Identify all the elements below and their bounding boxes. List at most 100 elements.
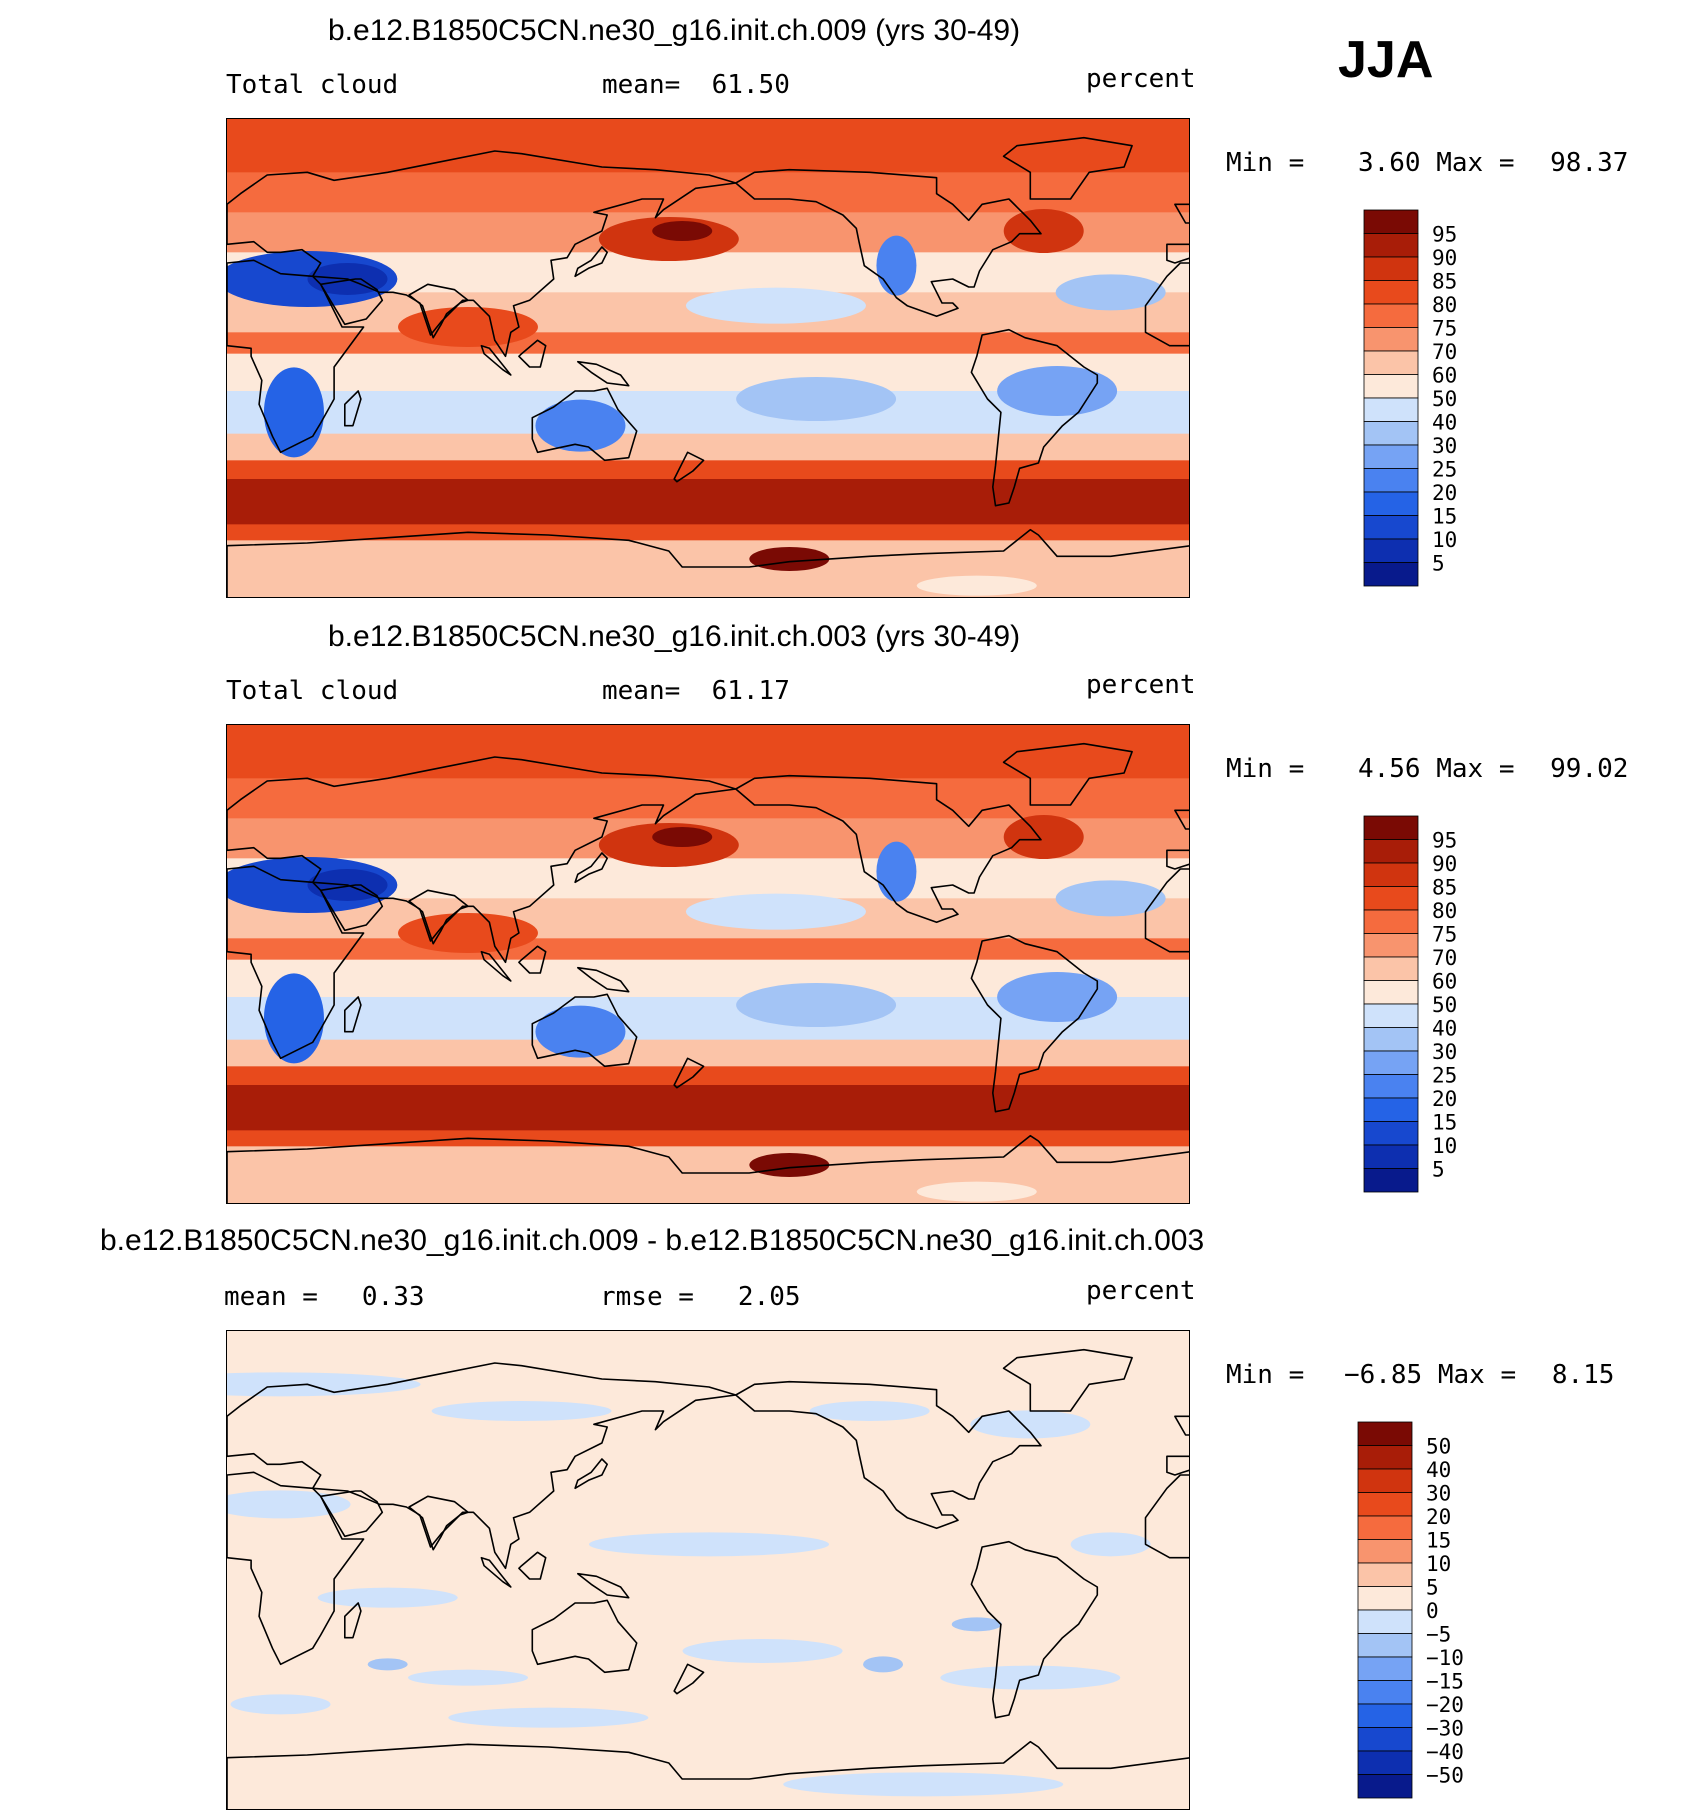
colorbar-level-label: 20 [1426, 1505, 1451, 1529]
panel-3-mean-value: 0.33 [361, 1282, 425, 1312]
cloud-band [227, 725, 1189, 780]
panel-3-rmse-stat: rmse = 2.05 [600, 1282, 801, 1312]
colorbar-level-label: 10 [1426, 1552, 1451, 1576]
colorbar-swatch [1363, 933, 1419, 958]
cloud-contour [809, 1401, 930, 1421]
coastline [735, 774, 1042, 924]
colorbar-swatch [1363, 491, 1419, 516]
cloud-contour [535, 399, 626, 452]
colorbar-level-label: 20 [1432, 481, 1457, 505]
colorbar-swatch [1357, 1750, 1413, 1775]
colorbar-swatch [1357, 1680, 1413, 1705]
colorbar-swatch [1363, 1144, 1419, 1169]
panel-2-max-key: Max = [1436, 754, 1515, 784]
coastline [518, 945, 547, 974]
cloud-contour [263, 367, 324, 458]
coastline [227, 150, 737, 358]
colorbar-level-label: 90 [1432, 246, 1457, 270]
cloud-contour [230, 1694, 331, 1715]
panel-3-units: percent [1086, 1276, 1196, 1306]
coastline [531, 387, 638, 462]
panel-1-min-key: Min = [1226, 148, 1305, 178]
colorbar-level-label: −40 [1426, 1740, 1464, 1764]
colorbar-level-label: 30 [1432, 434, 1457, 458]
colorbar-swatch [1357, 1656, 1413, 1681]
cloud-contour [652, 221, 713, 241]
cloud-band [227, 1085, 1189, 1132]
panel-1-map-field [227, 119, 1189, 597]
colorbar-level-label: −15 [1426, 1670, 1464, 1694]
panel-1-mean-stat: mean= 61.50 [602, 70, 790, 100]
panel-3-map-field [227, 1331, 1189, 1809]
cloud-contour [227, 1490, 351, 1519]
season-label: JJA [1338, 31, 1434, 89]
cloud-contour [589, 1532, 829, 1557]
cloud-contour [951, 1617, 1002, 1632]
cloud-contour [1070, 1532, 1151, 1557]
cloud-contour [408, 1669, 528, 1686]
cloud-band [227, 524, 1189, 542]
colorbar-swatch [1363, 209, 1419, 234]
colorbar-level-label: −50 [1426, 1764, 1464, 1788]
coastline [1174, 1415, 1189, 1436]
colorbar-swatch [1357, 1539, 1413, 1564]
colorbar-swatch [1363, 515, 1419, 540]
panel-3-rmse-key: rmse = [600, 1282, 694, 1312]
colorbar-level-label: 90 [1432, 852, 1457, 876]
colorbar-level-label: 10 [1432, 1134, 1457, 1158]
colorbar-swatch [1363, 815, 1419, 840]
colorbar-swatch [1357, 1727, 1413, 1752]
colorbar-swatch [1357, 1421, 1413, 1446]
colorbar-level-label: 50 [1426, 1435, 1451, 1459]
colorbar-swatch [1363, 421, 1419, 446]
cloud-band [227, 460, 1189, 480]
coastline [319, 278, 384, 326]
coastline [1002, 742, 1133, 806]
coastline [344, 996, 362, 1033]
colorbar-level-label: 40 [1432, 1017, 1457, 1041]
panel-1-min-value: 3.60 [1357, 148, 1421, 178]
colorbar-level-label: −5 [1426, 1623, 1451, 1647]
cloud-contour [1003, 815, 1084, 859]
colorbar-level-label: 85 [1432, 876, 1457, 900]
colorbar-swatch [1357, 1586, 1413, 1611]
colorbar-level-label: −20 [1426, 1693, 1464, 1717]
coastline [1174, 809, 1189, 830]
coastline [1144, 1474, 1189, 1559]
colorbar-swatch [1363, 397, 1419, 422]
panel-1-variable-label: Total cloud [226, 70, 399, 100]
colorbar-swatch [1357, 1703, 1413, 1728]
colorbar-swatch [1357, 1633, 1413, 1658]
panel-2-colorbar: 95 90 85 80 75 70 60 50 40 30 25 20 15 10 5 [1363, 815, 1484, 1196]
panel-1-colorbar: 95 90 85 80 75 70 60 50 40 30 25 20 15 10 5 [1363, 209, 1484, 590]
colorbar-level-label: 25 [1432, 1064, 1457, 1088]
cloud-contour [997, 366, 1118, 416]
panel-1-mean-value: 61.50 [711, 70, 790, 100]
coastline [673, 1663, 705, 1695]
panel-2-mean-stat: mean= 61.17 [602, 676, 790, 706]
colorbar-swatch [1357, 1468, 1413, 1493]
cloud-contour [1003, 209, 1084, 253]
panel-2-max-value: 99.02 [1550, 754, 1629, 784]
coastline [735, 1380, 1042, 1530]
colorbar-level-label: 50 [1432, 387, 1457, 411]
panel-2-mean-key: mean= [602, 676, 681, 706]
colorbar-level-label: 80 [1432, 899, 1457, 923]
diff-background [227, 1331, 1189, 1809]
panel-2-variable-label: Total cloud [226, 676, 399, 706]
cloud-band [227, 119, 1189, 174]
colorbar-level-label: 30 [1426, 1482, 1451, 1506]
cloud-contour [916, 575, 1037, 596]
coastline [480, 1556, 512, 1588]
colorbar-level-label: 95 [1432, 829, 1457, 853]
coastline [319, 884, 384, 932]
colorbar-swatch [1363, 538, 1419, 563]
coastline [531, 993, 638, 1068]
cloud-contour [398, 913, 538, 953]
colorbar-level-label: 75 [1432, 923, 1457, 947]
coastline [1002, 136, 1133, 200]
cloud-contour [682, 1639, 843, 1663]
colorbar-swatch [1363, 562, 1419, 587]
colorbar-swatch [1357, 1445, 1413, 1470]
cloud-contour [317, 1587, 458, 1608]
